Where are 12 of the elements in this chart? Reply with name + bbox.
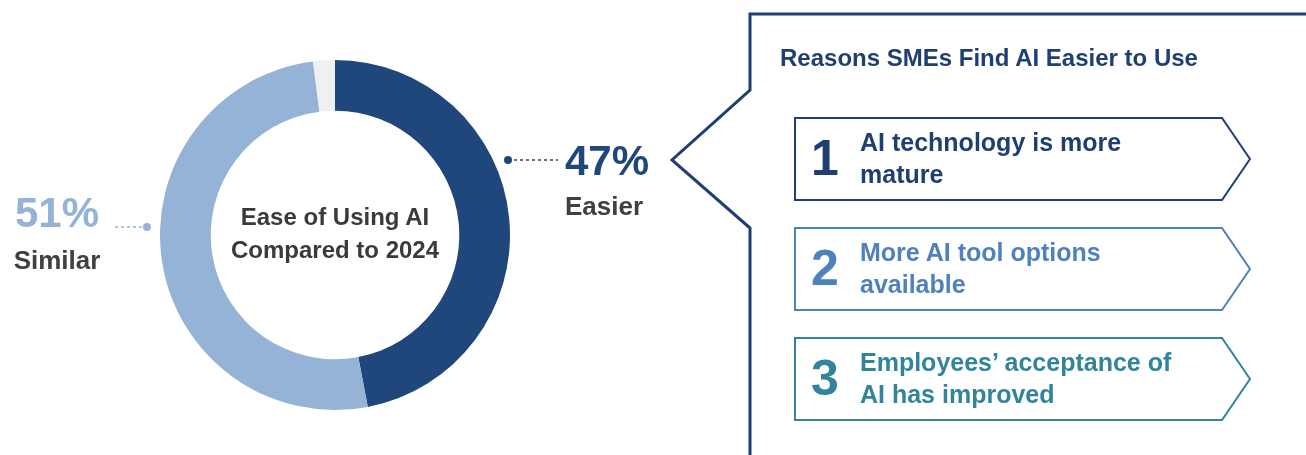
slice-label: Similar — [13, 245, 101, 276]
text: 3 — [811, 350, 839, 406]
text: More AI tool options available — [860, 237, 1102, 300]
text: 2 — [811, 240, 839, 296]
text: Employees’ acceptance of AI has improved — [860, 347, 1173, 410]
text: Ease of Using AI Compared to 2024 — [230, 203, 440, 264]
data-label: 51% — [14, 188, 100, 236]
text: AI technology is more mature — [860, 127, 1123, 190]
text: Reasons SMEs Find AI Easier to Use — [780, 44, 1198, 72]
data-label: 47% — [565, 136, 650, 184]
text: 1 — [811, 130, 839, 186]
slice-label: Easier — [565, 191, 644, 222]
